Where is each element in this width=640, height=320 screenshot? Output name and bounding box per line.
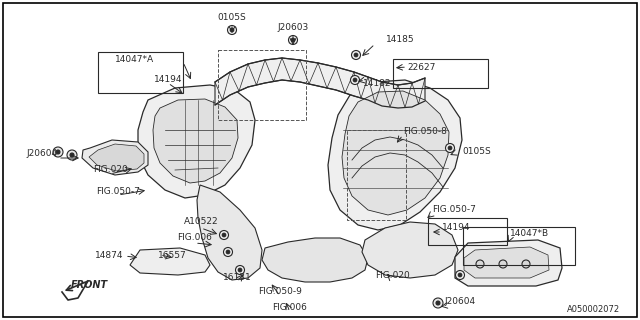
Text: J20603: J20603 — [277, 23, 308, 33]
Text: FIG.050-8: FIG.050-8 — [403, 126, 447, 135]
Polygon shape — [328, 80, 462, 230]
Circle shape — [227, 26, 237, 35]
Circle shape — [53, 147, 63, 157]
Bar — [218, 50, 306, 120]
Circle shape — [238, 268, 242, 272]
Text: 14874: 14874 — [95, 252, 123, 260]
Bar — [347, 130, 406, 220]
Text: FIG.050-7: FIG.050-7 — [96, 187, 140, 196]
Polygon shape — [342, 91, 449, 215]
Circle shape — [354, 53, 358, 57]
Text: 22627: 22627 — [407, 63, 435, 73]
Circle shape — [436, 301, 440, 305]
Text: A050002072: A050002072 — [567, 306, 620, 315]
Polygon shape — [215, 58, 425, 108]
Polygon shape — [153, 99, 238, 183]
Circle shape — [499, 260, 507, 268]
Text: 14194: 14194 — [154, 75, 182, 84]
Text: FIG.050-9: FIG.050-9 — [258, 287, 302, 297]
Polygon shape — [89, 144, 144, 171]
Text: 14194: 14194 — [442, 223, 470, 233]
Circle shape — [458, 273, 462, 277]
Polygon shape — [362, 222, 458, 278]
Polygon shape — [197, 185, 262, 280]
Circle shape — [433, 298, 443, 308]
Circle shape — [230, 28, 234, 32]
Polygon shape — [138, 85, 255, 198]
Circle shape — [222, 233, 226, 237]
Text: FIG.050-7: FIG.050-7 — [432, 205, 476, 214]
Text: 0105S: 0105S — [462, 148, 491, 156]
Circle shape — [291, 38, 295, 42]
Text: A10522: A10522 — [184, 218, 218, 227]
Circle shape — [236, 266, 244, 275]
Text: FRONT: FRONT — [70, 280, 108, 290]
Polygon shape — [82, 140, 148, 175]
Circle shape — [476, 260, 484, 268]
Circle shape — [289, 36, 298, 44]
Polygon shape — [455, 240, 562, 286]
Polygon shape — [262, 238, 368, 282]
Text: 14182: 14182 — [363, 79, 392, 89]
Circle shape — [456, 270, 465, 279]
Circle shape — [445, 143, 454, 153]
Text: J20604: J20604 — [444, 298, 475, 307]
Circle shape — [223, 247, 232, 257]
Circle shape — [226, 250, 230, 254]
Text: FIG.020: FIG.020 — [93, 165, 127, 174]
Circle shape — [67, 150, 77, 160]
Polygon shape — [130, 248, 210, 275]
Circle shape — [56, 150, 60, 154]
Text: 0105S: 0105S — [218, 13, 246, 22]
Polygon shape — [464, 247, 549, 278]
Text: 14047*A: 14047*A — [115, 55, 155, 65]
Text: 14185: 14185 — [386, 36, 415, 44]
Text: FIG.020: FIG.020 — [374, 270, 410, 279]
Circle shape — [351, 51, 360, 60]
Text: 16557: 16557 — [158, 252, 187, 260]
Text: J20604: J20604 — [26, 148, 58, 157]
Circle shape — [351, 76, 360, 84]
Circle shape — [353, 78, 357, 82]
Text: 14047*B: 14047*B — [510, 229, 549, 238]
Circle shape — [448, 146, 452, 150]
Text: FIG.006: FIG.006 — [273, 303, 307, 313]
Circle shape — [522, 260, 530, 268]
Text: 16131: 16131 — [223, 274, 252, 283]
Circle shape — [220, 230, 228, 239]
Text: FIG.006: FIG.006 — [177, 234, 212, 243]
Circle shape — [70, 153, 74, 157]
